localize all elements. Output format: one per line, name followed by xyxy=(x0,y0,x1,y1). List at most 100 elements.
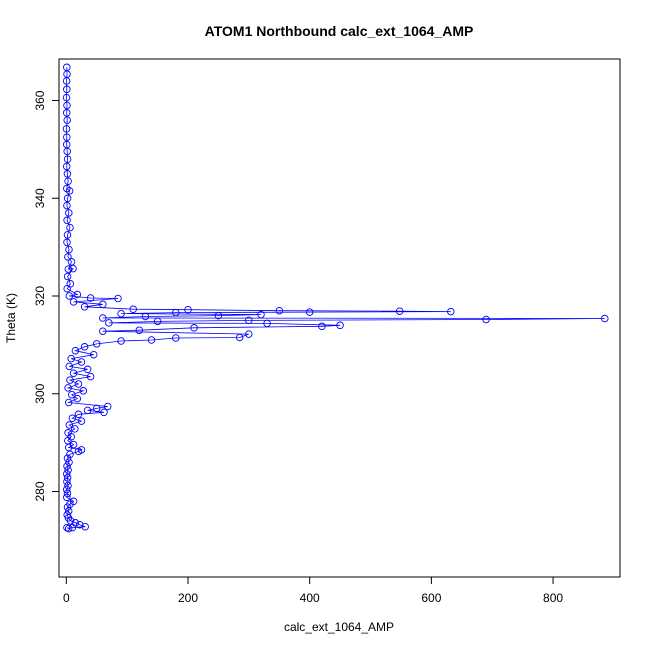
data-point xyxy=(63,470,71,478)
data-point xyxy=(65,458,73,466)
data-point xyxy=(65,292,74,300)
data-point xyxy=(103,402,112,411)
data-point xyxy=(245,316,253,325)
data-point xyxy=(63,155,72,163)
data-point xyxy=(67,258,76,266)
y-axis: 280 300 320 340 360 xyxy=(33,90,60,501)
data-point xyxy=(395,307,404,315)
data-point xyxy=(336,321,344,330)
data-point xyxy=(447,307,455,316)
data-point xyxy=(71,346,80,355)
data-point xyxy=(64,265,73,273)
x-tick-label: 200 xyxy=(178,591,198,605)
y-tick-label: 280 xyxy=(33,481,47,501)
data-point xyxy=(99,300,107,309)
data-point xyxy=(190,324,198,332)
data-point xyxy=(63,170,72,178)
data-point xyxy=(64,524,73,533)
x-axis: 0 200 400 600 800 xyxy=(63,576,563,605)
data-point xyxy=(89,350,98,359)
data-point xyxy=(83,406,92,415)
data-point xyxy=(62,109,71,117)
data-point xyxy=(73,394,82,403)
data-point xyxy=(275,306,284,315)
data-point xyxy=(63,101,71,110)
data-point xyxy=(184,305,192,314)
data-point xyxy=(66,517,75,525)
data-point xyxy=(105,319,113,327)
data-point xyxy=(86,294,95,302)
series-layer xyxy=(62,63,609,533)
data-point xyxy=(117,309,125,318)
data-point xyxy=(74,447,83,456)
data-point xyxy=(63,454,72,463)
data-point xyxy=(74,410,83,419)
data-point xyxy=(68,414,77,422)
data-point xyxy=(92,404,101,413)
y-tick-label: 340 xyxy=(33,188,47,208)
data-point xyxy=(63,85,71,94)
data-point xyxy=(77,417,86,425)
data-point xyxy=(75,520,84,529)
data-point xyxy=(63,474,72,482)
data-point xyxy=(63,231,72,239)
data-point xyxy=(64,481,72,490)
x-tick-label: 400 xyxy=(300,591,320,605)
data-point xyxy=(65,421,74,429)
data-point xyxy=(63,201,71,210)
data-point xyxy=(69,369,78,377)
data-point xyxy=(65,187,74,195)
data-point xyxy=(63,272,72,281)
data-point xyxy=(64,253,72,261)
data-point xyxy=(172,308,180,317)
data-point xyxy=(63,523,71,532)
data-point xyxy=(79,387,88,395)
data-point xyxy=(68,523,77,532)
data-point xyxy=(71,425,79,433)
data-point xyxy=(63,116,71,124)
data-point xyxy=(62,162,71,171)
data-point xyxy=(63,216,71,225)
data-point xyxy=(99,327,107,335)
data-point xyxy=(63,133,71,141)
data-point xyxy=(63,493,71,502)
x-tick-label: 800 xyxy=(543,591,563,605)
data-point xyxy=(73,290,82,299)
data-point xyxy=(68,390,76,399)
data-point xyxy=(147,336,156,344)
data-point xyxy=(99,314,107,322)
data-point xyxy=(62,93,71,102)
data-point xyxy=(62,125,71,133)
data-point xyxy=(63,284,71,293)
data-point xyxy=(69,298,78,306)
data-point xyxy=(66,223,74,232)
data-point xyxy=(63,477,71,486)
data-point xyxy=(63,462,71,470)
data-point xyxy=(64,466,72,474)
data-point xyxy=(141,312,150,321)
data-point xyxy=(67,354,75,363)
data-point xyxy=(153,317,162,326)
data-point xyxy=(172,334,180,342)
data-point xyxy=(80,343,89,351)
data-point xyxy=(257,310,265,319)
data-point xyxy=(100,408,108,417)
data-point xyxy=(65,362,74,371)
data-point xyxy=(214,311,223,320)
data-point xyxy=(86,372,95,381)
y-tick-label: 300 xyxy=(33,383,47,403)
data-point xyxy=(117,337,125,345)
data-point xyxy=(69,264,77,273)
data-point xyxy=(80,303,89,311)
data-point xyxy=(74,380,83,388)
x-tick-label: 0 xyxy=(63,591,70,605)
data-point xyxy=(66,450,74,459)
y-axis-label: Theta (K) xyxy=(4,293,18,343)
data-point xyxy=(62,485,71,494)
data-point xyxy=(318,322,326,331)
data-point xyxy=(65,209,73,217)
series-line xyxy=(66,67,605,530)
data-point xyxy=(601,314,609,323)
data-point xyxy=(263,319,271,328)
data-point xyxy=(65,245,73,254)
